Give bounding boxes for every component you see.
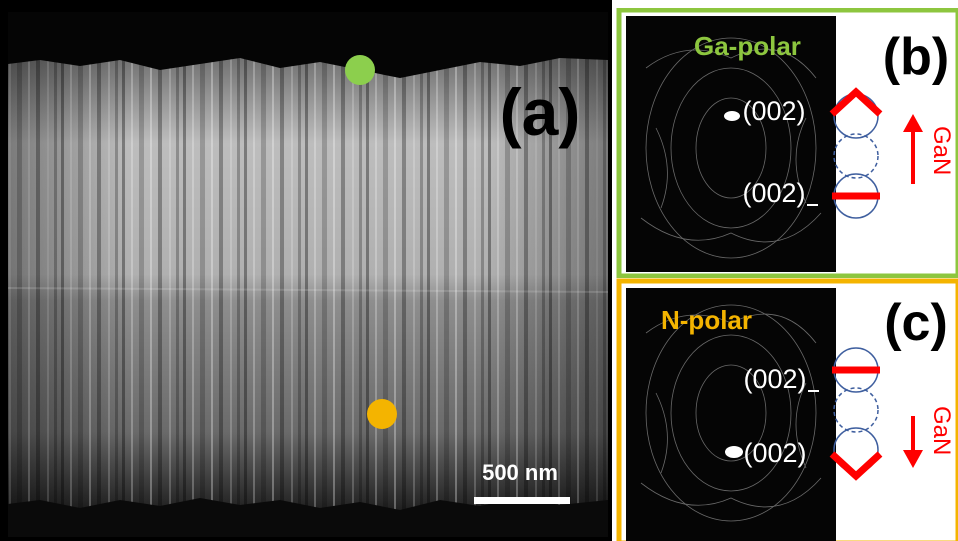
reflection-bottom-label: (002)	[743, 438, 806, 468]
diffraction-figure-b: Ga-polar (002) (002) (b) GaN	[616, 8, 958, 278]
n-polar-marker-dot	[367, 399, 397, 429]
gan-label: GaN	[928, 126, 955, 175]
gan-label: GaN	[928, 406, 955, 455]
ga-polar-frame	[616, 8, 958, 278]
atom-circle-dashed	[833, 387, 879, 433]
diffraction-figure-c: N-polar (002) (002) (c) GaN	[616, 278, 958, 541]
tem-micrograph: (a) 500 nm	[0, 0, 612, 541]
panel-b-label: (b)	[883, 28, 949, 86]
diffraction-spot	[724, 111, 740, 121]
growth-direction-down-arrow-icon	[903, 416, 923, 468]
ga-polar-marker-dot	[345, 55, 375, 85]
growth-direction-up-arrow-icon	[903, 114, 923, 184]
scale-bar	[474, 497, 570, 504]
polarity-title: Ga-polar	[694, 31, 801, 61]
diffraction-pattern-c	[626, 288, 836, 541]
diffraction-panel-b: Ga-polar (002) (002) (b) GaN	[616, 8, 958, 278]
panel-a-label: (a)	[500, 75, 581, 149]
reflection-top-label: (002)	[742, 96, 805, 126]
wurtzite-stack-b	[829, 87, 883, 219]
chevron-up-bond	[829, 87, 883, 117]
tem-image-panel-a: (a) 500 nm	[0, 0, 612, 541]
panel-c-label: (c)	[884, 294, 948, 352]
chevron-down-bond	[829, 451, 883, 481]
atom-circle-dashed	[833, 133, 879, 179]
wurtzite-stack-c	[829, 347, 883, 481]
reflection-bottom-label: (002)	[742, 178, 805, 208]
diffraction-spot	[725, 446, 743, 458]
n-polar-frame	[616, 278, 958, 541]
reflection-top-label: (002)	[743, 364, 806, 394]
diffraction-panel-c: N-polar (002) (002) (c) GaN	[616, 278, 958, 541]
polarity-title: N-polar	[661, 305, 752, 335]
scale-bar-label: 500 nm	[482, 460, 558, 485]
